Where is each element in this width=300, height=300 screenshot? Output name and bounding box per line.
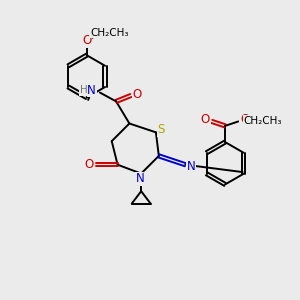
- Text: O: O: [201, 112, 210, 126]
- Text: O: O: [240, 113, 249, 127]
- Text: CH₂CH₃: CH₂CH₃: [243, 116, 282, 126]
- Text: H: H: [80, 85, 88, 95]
- Text: CH₂CH₃: CH₂CH₃: [90, 28, 129, 38]
- Text: N: N: [87, 84, 96, 97]
- Text: N: N: [136, 172, 145, 185]
- Text: S: S: [158, 124, 165, 136]
- Text: O: O: [84, 158, 94, 171]
- Text: O: O: [133, 88, 142, 100]
- Text: O: O: [82, 34, 91, 47]
- Text: N: N: [187, 160, 196, 173]
